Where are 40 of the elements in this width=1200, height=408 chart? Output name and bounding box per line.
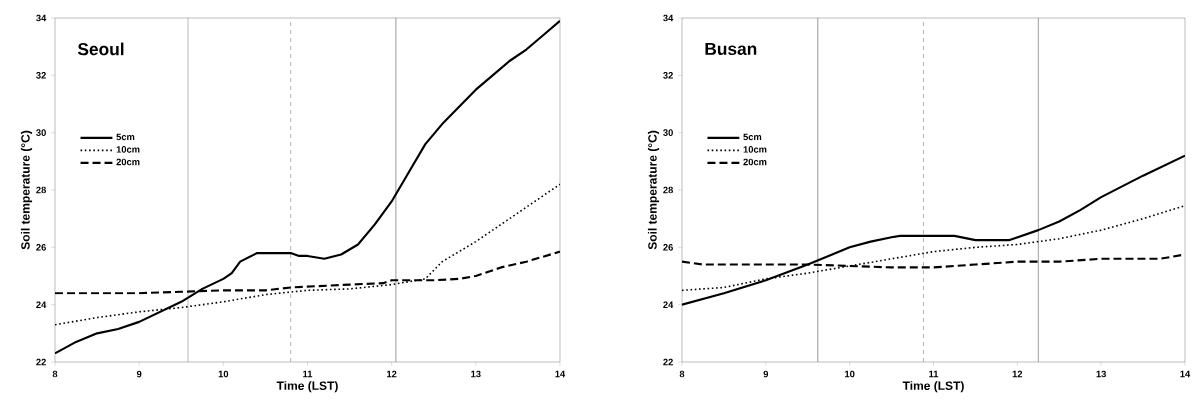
legend-label: 5cm xyxy=(743,133,762,141)
x-tick-label: 10 xyxy=(218,370,229,378)
text: Busan xyxy=(705,42,757,55)
x-tick-label: 14 xyxy=(555,370,566,378)
y-tick-label: 34 xyxy=(663,14,674,22)
y-tick-label: 24 xyxy=(663,301,674,308)
y-tick-label: 30 xyxy=(36,129,46,136)
x-tick-label: 11 xyxy=(303,370,313,378)
y-tick-label: 30 xyxy=(663,129,673,136)
x-tick-label: 11 xyxy=(929,370,939,378)
x-tick-label: 12 xyxy=(1012,370,1023,378)
y-tick-label: 32 xyxy=(36,72,46,79)
x-tick-label: 8 xyxy=(679,370,685,378)
x-axis-title: Time (LST) xyxy=(902,381,964,393)
legend-label: 5cm xyxy=(116,133,135,141)
y-tick-label: 26 xyxy=(663,244,673,251)
y-axis-title: Soil temperature (°C) xyxy=(647,130,660,250)
legend-label: 10cm xyxy=(743,146,767,153)
legend-label: 10cm xyxy=(116,146,140,153)
x-tick-label: 10 xyxy=(845,370,855,378)
y-tick-label: 22 xyxy=(663,358,673,366)
x-tick-label: 14 xyxy=(1180,370,1191,378)
legend-label: 20cm xyxy=(743,158,767,166)
y-tick-label: 26 xyxy=(36,244,46,251)
x-tick-label: 9 xyxy=(136,370,142,378)
x-tick-label: 13 xyxy=(471,370,481,378)
x-tick-label: 13 xyxy=(1096,370,1107,378)
text: Seoul xyxy=(77,42,124,56)
x-tick-label: 9 xyxy=(763,370,769,378)
y-tick-label: 24 xyxy=(36,301,47,308)
x-tick-label: 12 xyxy=(387,370,397,378)
legend-label: 20cm xyxy=(116,158,140,166)
y-tick-label: 22 xyxy=(36,358,46,366)
y-tick-label: 34 xyxy=(36,14,47,22)
x-axis-title: Time (LST) xyxy=(276,381,338,393)
y-tick-label: 28 xyxy=(36,186,46,194)
y-axis-title: Soil temperature (°C) xyxy=(20,130,33,250)
x-tick-label: 8 xyxy=(52,370,58,378)
y-tick-label: 32 xyxy=(663,72,673,79)
y-tick-label: 28 xyxy=(663,186,673,194)
